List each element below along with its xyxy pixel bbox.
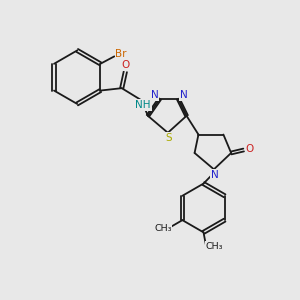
Text: O: O: [245, 144, 254, 154]
Text: N: N: [180, 90, 188, 100]
Text: N: N: [151, 90, 158, 100]
Text: N: N: [211, 170, 218, 180]
Text: NH: NH: [135, 100, 151, 110]
Text: CH₃: CH₃: [206, 242, 223, 251]
Text: Br: Br: [116, 49, 127, 59]
Text: CH₃: CH₃: [154, 224, 172, 233]
Text: S: S: [165, 133, 172, 143]
Text: O: O: [122, 60, 130, 70]
